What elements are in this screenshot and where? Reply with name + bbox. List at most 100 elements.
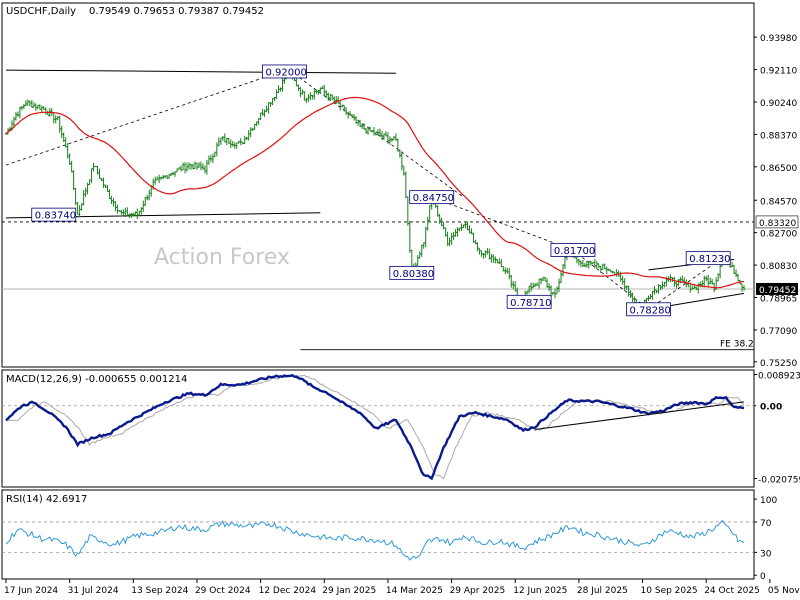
ohlc-bar bbox=[76, 201, 79, 215]
macd-last-value-box bbox=[756, 399, 780, 412]
trendline bbox=[5, 69, 396, 74]
ohlc-bar bbox=[231, 140, 234, 147]
ohlc-bar bbox=[428, 205, 431, 221]
ohlc-bar bbox=[142, 200, 145, 212]
ohlc-bar bbox=[18, 106, 22, 119]
price-annotation-label: 0.81700 bbox=[554, 246, 595, 257]
ohlc-bar bbox=[486, 247, 489, 255]
ohlc-bar bbox=[303, 91, 306, 101]
ohlc-bar bbox=[26, 99, 30, 106]
x-tick-label: 17 Jun 2024 bbox=[4, 586, 58, 596]
price-annotation-label: 0.78710 bbox=[510, 298, 551, 309]
ohlc-bar bbox=[450, 232, 453, 245]
ohlc-bar bbox=[500, 259, 503, 268]
y-tick-label: 0.77090 bbox=[760, 327, 797, 337]
ohlc-bar bbox=[561, 264, 565, 277]
macd-last-value: 0.00 bbox=[760, 403, 782, 413]
x-tick-label: 13 Sep 2024 bbox=[131, 586, 188, 596]
ohlc-bar bbox=[157, 174, 161, 184]
ohlc-bar bbox=[543, 276, 547, 282]
x-tick-label: 29 Apr 2025 bbox=[450, 586, 506, 596]
price-annotation-label: 0.83740 bbox=[35, 211, 76, 222]
macd-pane-border bbox=[1, 369, 755, 488]
ohlc-bar bbox=[259, 112, 262, 120]
ohlc-bar bbox=[114, 201, 117, 212]
y-tick-label: 0.82700 bbox=[760, 230, 797, 240]
ohlc-bar bbox=[58, 115, 61, 133]
ohlc-bar bbox=[651, 290, 654, 300]
ohlc-bar bbox=[249, 127, 252, 138]
y-tick-label: 0.90240 bbox=[760, 99, 797, 109]
rsi-tick-label: 100 bbox=[760, 496, 777, 506]
ohlc-bar bbox=[736, 273, 740, 282]
ohlc-bar bbox=[539, 278, 543, 284]
ohlc-bar bbox=[305, 97, 308, 103]
ohlc-bar bbox=[581, 259, 585, 268]
ohlc-bar bbox=[122, 209, 125, 216]
macd-main-line bbox=[5, 373, 745, 481]
ohlc-bar bbox=[52, 112, 55, 124]
ohlc-bar bbox=[398, 149, 402, 158]
ohlc-bar bbox=[189, 163, 193, 170]
ohlc-bars bbox=[4, 67, 746, 313]
ohlc-bar bbox=[153, 176, 157, 185]
price-annotation-label: 0.80380 bbox=[393, 269, 434, 280]
ohlc-bar bbox=[527, 285, 531, 294]
ohlc-bar bbox=[16, 111, 20, 117]
ohlc-bar bbox=[537, 278, 541, 289]
ohlc-bar bbox=[24, 100, 28, 107]
ohlc-bar bbox=[215, 142, 219, 157]
ohlc-bar bbox=[211, 153, 215, 164]
main-header-ohlc: 0.79549 0.79653 0.79387 0.79452 bbox=[89, 6, 264, 17]
macd-tick-label: 0.008923 bbox=[758, 371, 800, 381]
rsi-header: RSI(14) 42.6917 bbox=[6, 494, 87, 505]
ohlc-bar bbox=[531, 282, 535, 289]
y-tick-label: 0.80830 bbox=[760, 262, 797, 272]
ohlc-bar bbox=[207, 155, 211, 165]
ohlc-bar bbox=[563, 256, 567, 270]
level-label: 0.83320 bbox=[759, 219, 796, 229]
ohlc-bar bbox=[476, 242, 479, 252]
trendline bbox=[648, 257, 723, 310]
ohlc-bar bbox=[323, 84, 326, 97]
x-tick-label: 10 Sep 2025 bbox=[641, 586, 698, 596]
ohlc-bar bbox=[673, 276, 676, 287]
macd-tick-label: -0.020759 bbox=[758, 475, 800, 485]
price-annotation-box bbox=[31, 207, 77, 222]
ohlc-bar bbox=[297, 84, 300, 92]
trendline bbox=[294, 73, 464, 198]
ohlc-bar bbox=[307, 94, 310, 103]
macd-header: MACD(12,26,9) -0.000655 0.001214 bbox=[6, 374, 187, 385]
current-price-box bbox=[756, 282, 798, 295]
ohlc-bar bbox=[205, 159, 209, 175]
ohlc-bar bbox=[72, 169, 75, 191]
chart-frame bbox=[1, 2, 755, 580]
x-tick-label: 24 Oct 2025 bbox=[704, 586, 760, 596]
ohlc-bar bbox=[406, 196, 410, 226]
ohlc-bar bbox=[203, 165, 207, 174]
ohlc-bar bbox=[195, 162, 199, 170]
ohlc-bar bbox=[408, 220, 412, 253]
ohlc-bar bbox=[263, 109, 266, 118]
ohlc-bar bbox=[299, 87, 302, 98]
trendline bbox=[431, 196, 574, 251]
x-tick-label: 31 Jul 2024 bbox=[68, 586, 119, 596]
price-annotation-box bbox=[626, 302, 671, 317]
ohlc-bar bbox=[655, 289, 658, 294]
ohlc-bar bbox=[22, 103, 26, 109]
ohlc-bar bbox=[219, 137, 223, 145]
ohlc-bar bbox=[265, 105, 268, 113]
ohlc-bar bbox=[193, 161, 197, 169]
ohlc-bar bbox=[472, 232, 475, 243]
ohlc-bar bbox=[243, 135, 246, 144]
ohlc-bar bbox=[28, 100, 32, 107]
ohlc-bar bbox=[352, 114, 356, 121]
ohlc-bar bbox=[577, 258, 581, 266]
ohlc-bar bbox=[116, 204, 119, 214]
ohlc-bar bbox=[436, 205, 439, 217]
x-tick-label: 28 Jul 2025 bbox=[577, 586, 628, 596]
level-label-box bbox=[755, 215, 799, 229]
ohlc-bar bbox=[510, 275, 513, 288]
